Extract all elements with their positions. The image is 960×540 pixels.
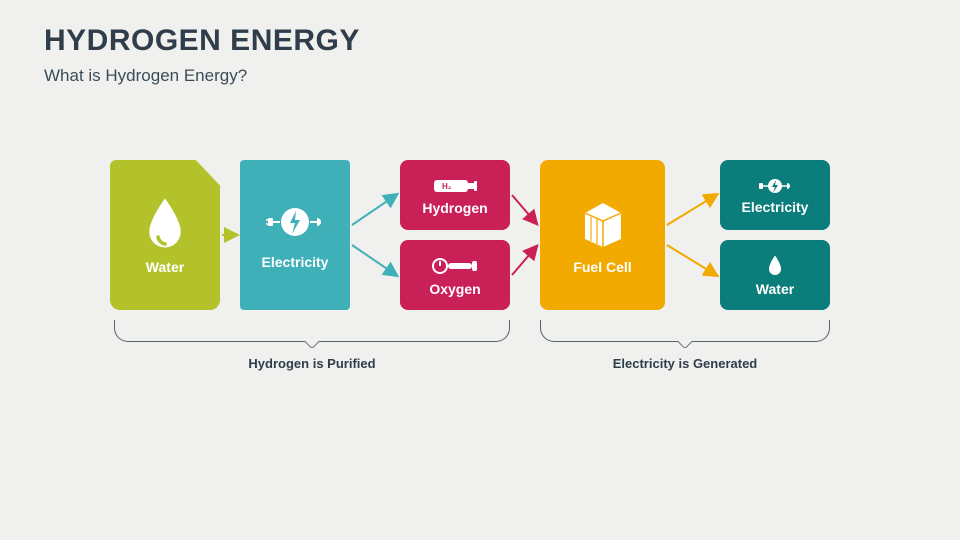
bracket-right <box>540 320 830 342</box>
caption-right: Electricity is Generated <box>540 356 830 371</box>
node-label: Oxygen <box>429 281 480 297</box>
arrow <box>352 245 396 275</box>
arrow <box>512 247 536 275</box>
node-label: Water <box>146 259 184 275</box>
water-drop-icon <box>765 254 785 278</box>
caption-left: Hydrogen is Purified <box>114 356 510 371</box>
node-label: Electricity <box>262 254 329 270</box>
node-water: Water <box>110 160 220 310</box>
node-oxygen: Oxygen <box>400 240 510 310</box>
node-out-electricity: Electricity <box>720 160 830 230</box>
svg-text:H₂: H₂ <box>442 182 452 191</box>
water-drop-icon <box>143 195 187 251</box>
node-label: Fuel Cell <box>573 259 631 275</box>
node-fuelcell: Fuel Cell <box>540 160 665 310</box>
gauge-icon <box>428 254 482 278</box>
node-label: Electricity <box>742 199 809 215</box>
tank-icon: H₂ <box>428 175 482 197</box>
node-label: Water <box>756 281 794 297</box>
arrow <box>667 245 716 275</box>
arrow <box>352 195 396 225</box>
arrow <box>667 195 716 225</box>
bolt-plug-icon <box>753 176 797 196</box>
bracket-left <box>114 320 510 342</box>
process-diagram: Water Electricity H₂ Hydrogen <box>0 0 960 540</box>
arrow <box>512 195 536 223</box>
node-out-water: Water <box>720 240 830 310</box>
node-label: Hydrogen <box>422 200 487 216</box>
node-electricity: Electricity <box>240 160 350 310</box>
stack-icon <box>575 195 631 251</box>
bolt-plug-icon <box>265 200 325 246</box>
node-hydrogen: H₂ Hydrogen <box>400 160 510 230</box>
